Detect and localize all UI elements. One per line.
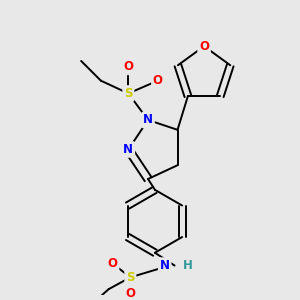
Text: N: N — [160, 259, 170, 272]
Text: N: N — [143, 113, 153, 127]
Text: O: O — [108, 257, 118, 270]
Text: S: S — [124, 87, 133, 100]
Text: O: O — [125, 286, 135, 300]
Text: S: S — [126, 271, 135, 284]
Text: H: H — [182, 259, 192, 272]
Text: O: O — [123, 60, 134, 74]
Text: N: N — [123, 143, 134, 156]
Text: O: O — [199, 40, 209, 53]
Text: O: O — [153, 74, 163, 87]
